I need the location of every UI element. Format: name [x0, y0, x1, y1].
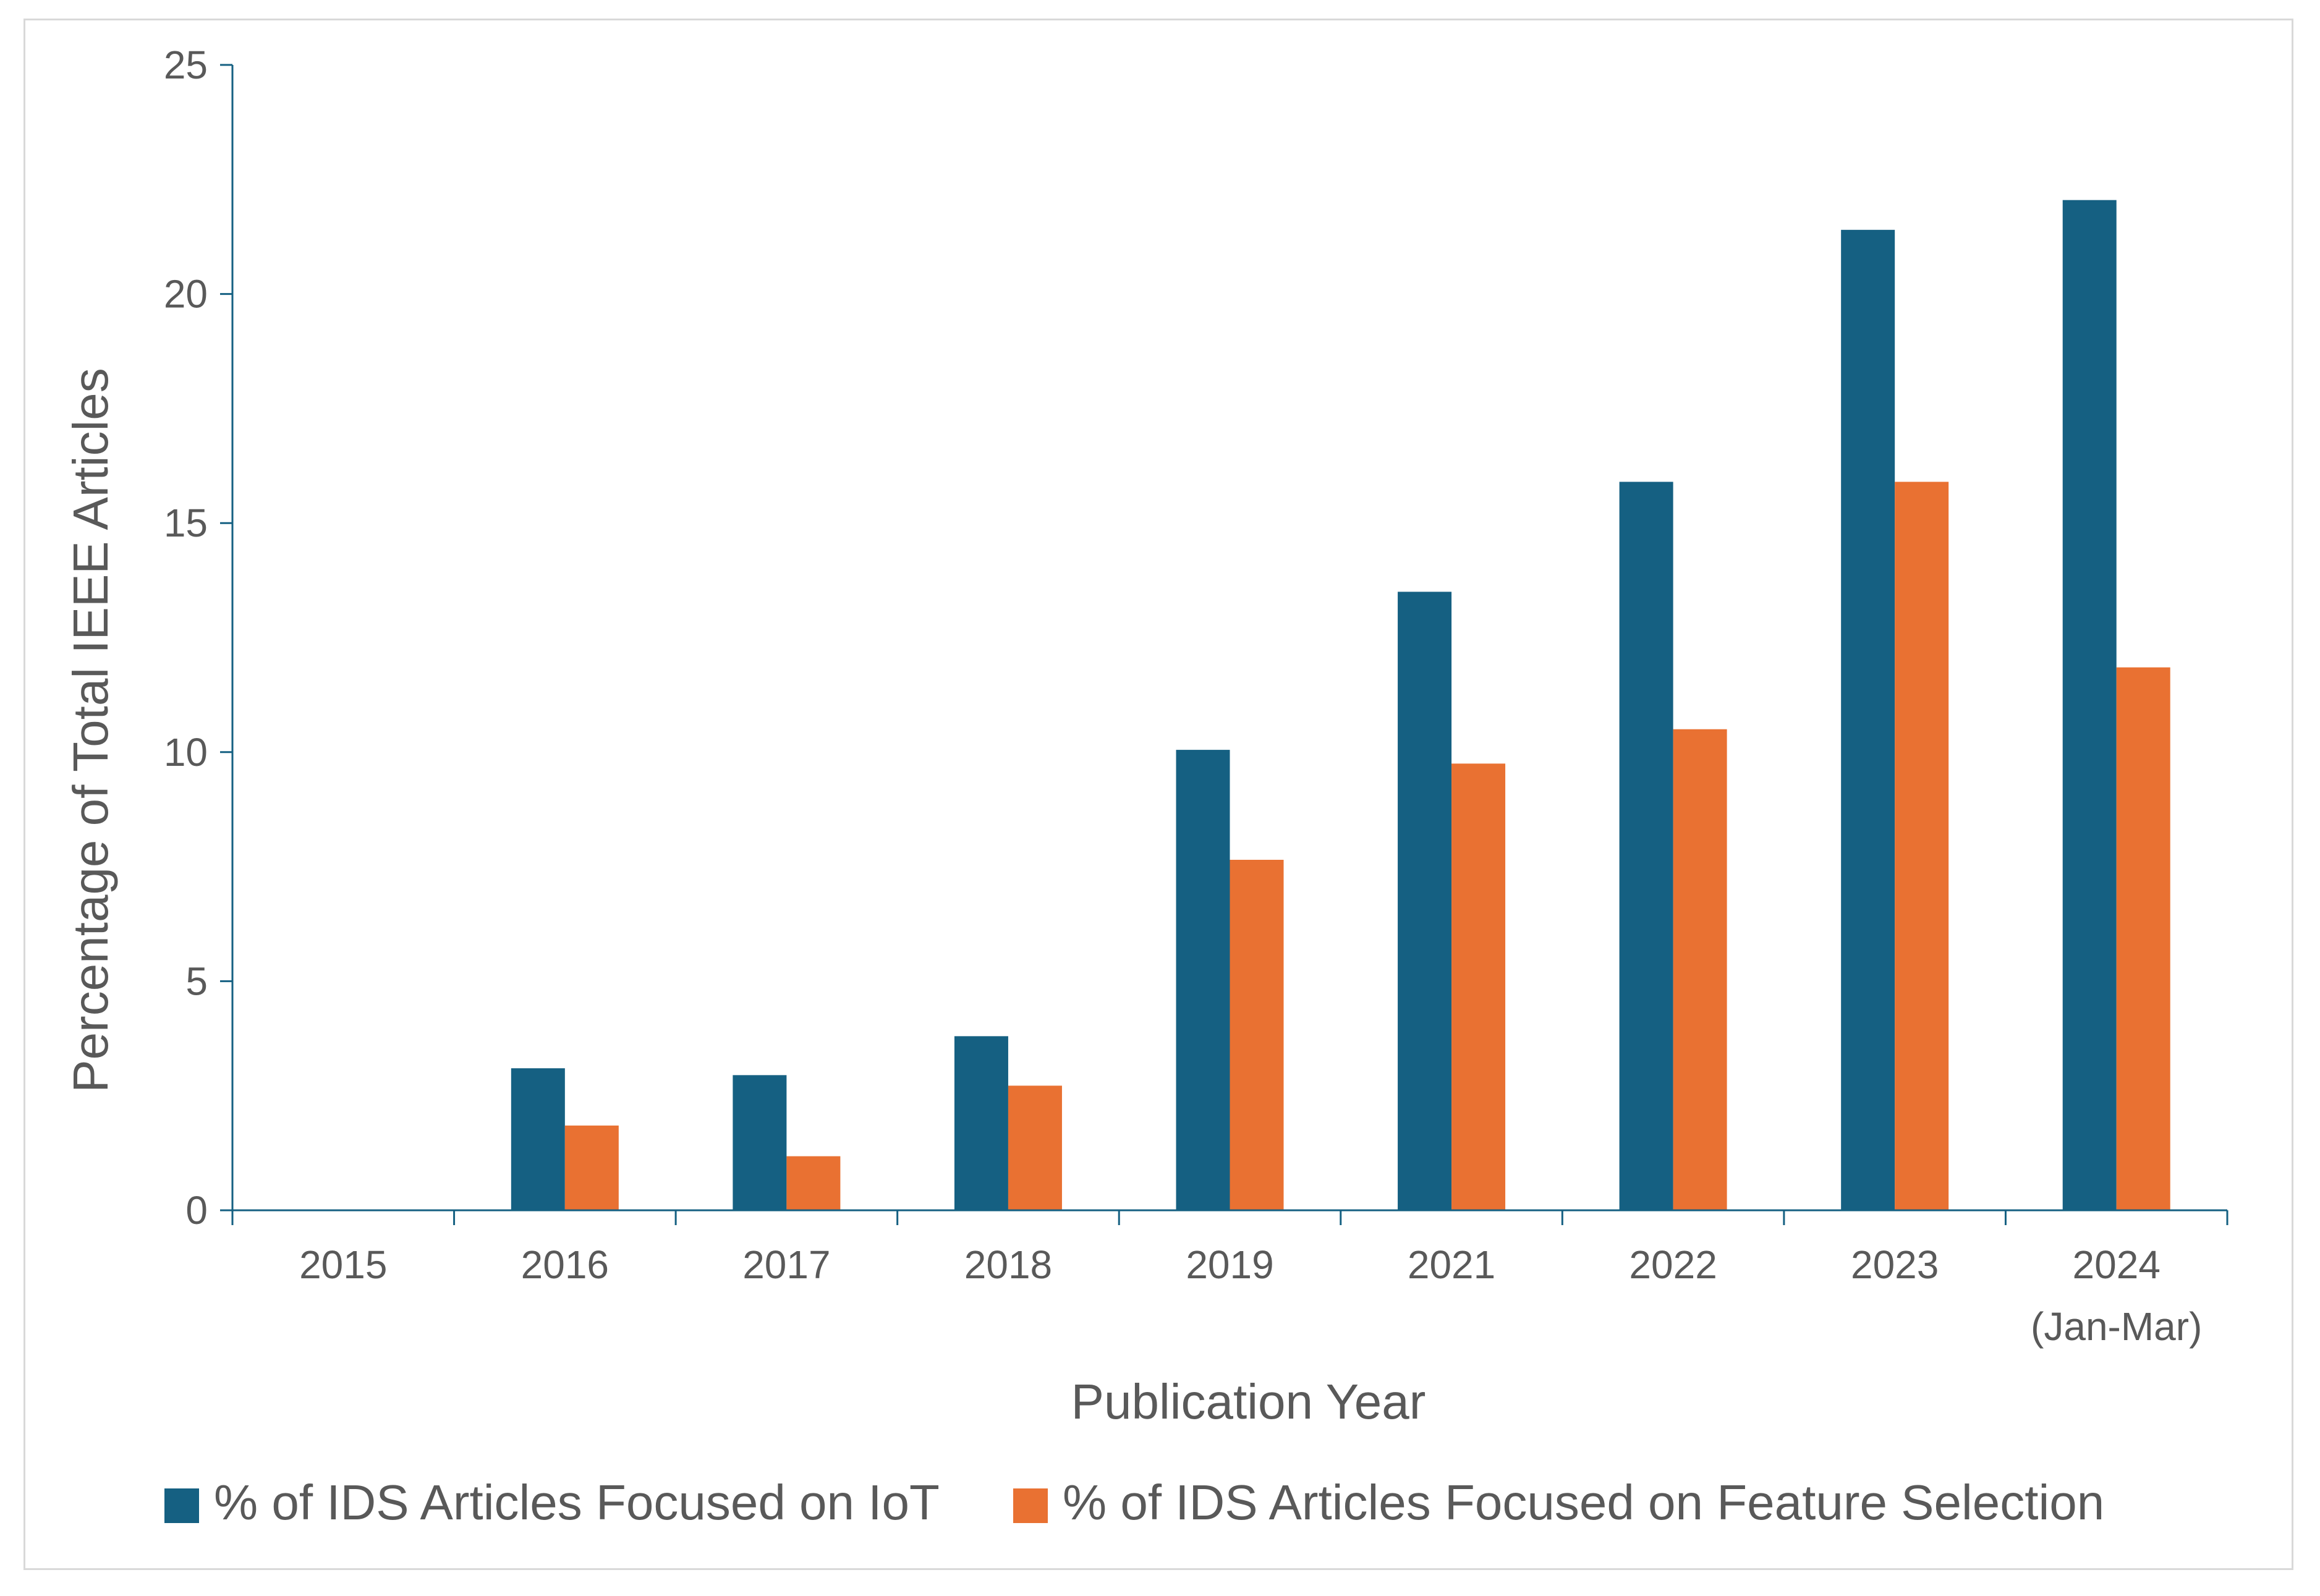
bar-series1-2022: [1619, 482, 1673, 1211]
bar-series1-2016: [511, 1068, 565, 1210]
legend-swatch-1: [164, 1488, 199, 1523]
legend-label-2: % of IDS Articles Focused on Feature Sel…: [1063, 1475, 2104, 1530]
x-tick-label: 2017: [742, 1242, 830, 1287]
legend-swatch-2: [1013, 1488, 1048, 1523]
x-tick-label: 2022: [1629, 1242, 1717, 1287]
x-axis-title: Publication Year: [1071, 1374, 1426, 1429]
legend: % of IDS Articles Focused on IoT % of IDS…: [164, 1475, 2104, 1530]
x-tick-label: 2023: [1851, 1242, 1939, 1287]
bar-series1-2024: [2062, 200, 2117, 1210]
bar-series1-2018: [954, 1036, 1008, 1210]
x-tick-label: 2021: [1408, 1242, 1495, 1287]
bar-chart: 0 5 10 15 20 25 2015 2016 2017 2018 2019 2021 2022 20…: [63, 43, 2229, 1530]
bar-series2-2021: [1451, 763, 1506, 1210]
bar-series2-2023: [1895, 482, 1949, 1211]
bar-series2-2018: [1008, 1085, 1062, 1210]
x-tick-label: 2018: [964, 1242, 1052, 1287]
y-tick-label: 25: [164, 43, 208, 87]
bar-series2-2017: [786, 1156, 841, 1210]
x-tick-label: 2024: [2073, 1242, 2161, 1287]
axes-layer: [220, 64, 2229, 1225]
bars-layer: [511, 200, 2170, 1211]
bar-series2-2016: [564, 1125, 619, 1210]
y-tick-label: 5: [185, 959, 208, 1003]
chart-frame: 0 5 10 15 20 25 2015 2016 2017 2018 2019 2021 2022 20…: [23, 19, 2293, 1570]
legend-label-1: % of IDS Articles Focused on IoT: [214, 1475, 940, 1530]
x-tick-label: 2019: [1186, 1242, 1273, 1287]
x-tick-label: (Jan-Mar): [2031, 1304, 2202, 1349]
y-tick-label: 10: [164, 730, 208, 775]
y-tick-label: 0: [185, 1188, 208, 1233]
bar-series2-2024: [2116, 667, 2170, 1210]
labels-layer: 0 5 10 15 20 25 2015 2016 2017 2018 2019 2021 2022 20…: [63, 43, 2202, 1429]
y-tick-label: 15: [164, 501, 208, 545]
bar-series1-2023: [1841, 229, 1895, 1210]
y-tick-label: 20: [164, 272, 208, 316]
bar-series2-2019: [1230, 859, 1284, 1210]
bar-series1-2021: [1398, 592, 1452, 1210]
y-axis-title: Percentage of Total IEEE Articles: [63, 368, 118, 1093]
bar-series1-2019: [1176, 750, 1230, 1210]
x-tick-label: 2016: [521, 1242, 609, 1287]
bar-series2-2022: [1673, 729, 1727, 1210]
x-tick-label: 2015: [299, 1242, 387, 1287]
bar-series1-2017: [733, 1075, 787, 1210]
